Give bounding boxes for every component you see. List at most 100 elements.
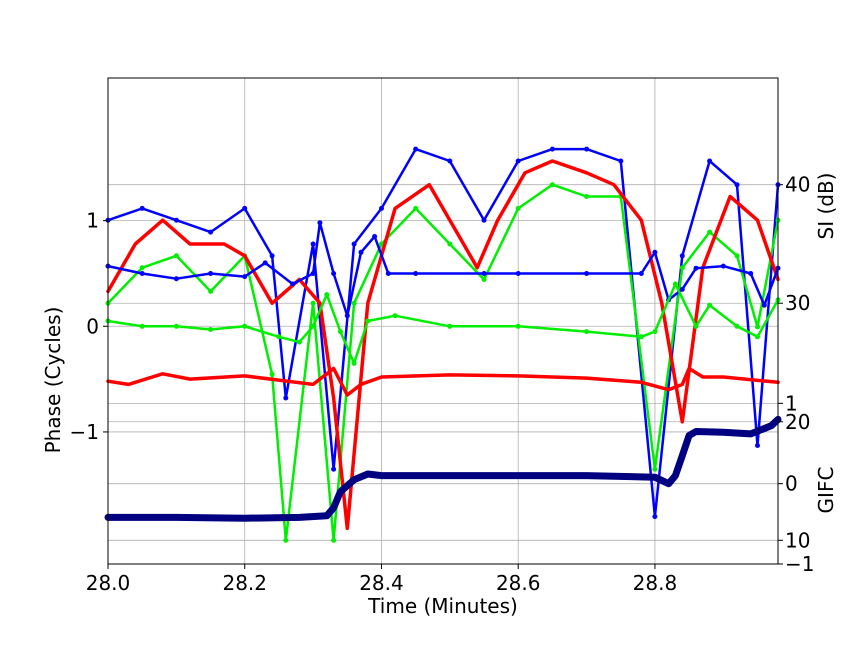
gifc-tick-label: 0 bbox=[785, 472, 798, 496]
data-point bbox=[173, 276, 179, 282]
si-tick-label: 10 bbox=[785, 528, 810, 552]
series-4-phase bbox=[105, 281, 781, 366]
data-point bbox=[344, 313, 350, 319]
data-point bbox=[358, 249, 364, 255]
si-axis-title: SI (dB) bbox=[814, 173, 838, 240]
series-layer bbox=[104, 146, 782, 543]
series-0-si bbox=[105, 146, 781, 520]
data-point bbox=[269, 253, 275, 259]
data-point bbox=[584, 271, 590, 276]
data-point bbox=[351, 241, 357, 247]
data-point bbox=[242, 323, 248, 329]
x-tick-label: 28.0 bbox=[86, 571, 131, 595]
phase-tick-label: 0 bbox=[86, 314, 99, 338]
data-point bbox=[652, 466, 658, 472]
data-point bbox=[447, 241, 453, 247]
data-point bbox=[584, 194, 590, 199]
data-point bbox=[638, 271, 644, 276]
data-point bbox=[317, 220, 323, 226]
data-point bbox=[242, 205, 248, 211]
data-point bbox=[693, 323, 699, 329]
data-point bbox=[734, 323, 740, 329]
data-point bbox=[173, 323, 179, 329]
phase-axis-title: Phase (Cycles) bbox=[41, 307, 65, 454]
data-point bbox=[652, 249, 658, 255]
data-point bbox=[761, 302, 767, 308]
data-point bbox=[549, 146, 555, 152]
x-tick-label: 28.8 bbox=[633, 571, 678, 595]
data-point bbox=[173, 253, 179, 259]
x-tick-label: 28.2 bbox=[222, 571, 267, 595]
gifc-axis-title: GIFC bbox=[814, 467, 838, 514]
data-point bbox=[481, 217, 487, 223]
data-point bbox=[413, 146, 419, 152]
data-point bbox=[283, 395, 289, 401]
data-point bbox=[413, 271, 419, 276]
series-line bbox=[104, 415, 782, 522]
data-point bbox=[139, 323, 145, 329]
data-point bbox=[310, 271, 316, 276]
data-point bbox=[392, 313, 398, 319]
data-point bbox=[324, 292, 330, 298]
data-point bbox=[208, 271, 214, 276]
data-point bbox=[351, 300, 357, 306]
data-point bbox=[208, 327, 214, 332]
data-point bbox=[755, 334, 760, 340]
series-5-phase bbox=[106, 366, 780, 397]
data-point bbox=[447, 323, 453, 329]
data-point bbox=[139, 265, 145, 271]
phase-tick-label: 1 bbox=[86, 209, 99, 233]
data-point bbox=[679, 286, 685, 292]
data-point bbox=[584, 146, 590, 152]
x-axis-title: Time (Minutes) bbox=[367, 594, 518, 618]
data-point bbox=[734, 253, 740, 259]
data-point bbox=[515, 271, 521, 276]
series-2-si bbox=[106, 159, 780, 531]
data-point bbox=[549, 182, 555, 188]
data-point bbox=[283, 537, 289, 543]
data-point bbox=[755, 443, 760, 448]
data-point bbox=[481, 271, 487, 276]
data-point bbox=[372, 234, 378, 239]
gifc-tick-label: 1 bbox=[785, 391, 798, 415]
plot-frame bbox=[107, 77, 779, 565]
series-1-si bbox=[105, 182, 781, 543]
data-point bbox=[139, 205, 145, 211]
data-point bbox=[208, 229, 214, 235]
data-point bbox=[413, 205, 419, 211]
series-line bbox=[106, 366, 780, 397]
series-line bbox=[106, 282, 780, 365]
data-point bbox=[385, 271, 391, 276]
data-point bbox=[481, 277, 487, 282]
data-point bbox=[584, 329, 590, 335]
data-point bbox=[638, 334, 644, 340]
data-point bbox=[337, 329, 343, 335]
series-line bbox=[106, 183, 780, 542]
data-point bbox=[310, 300, 316, 306]
series-3-phase bbox=[105, 220, 781, 319]
data-point bbox=[290, 281, 296, 287]
si-tick-label: 40 bbox=[785, 173, 810, 197]
data-point bbox=[276, 334, 282, 340]
data-point bbox=[262, 260, 268, 266]
data-point bbox=[515, 323, 521, 329]
data-point bbox=[707, 229, 713, 235]
phase-tick-label: −1 bbox=[70, 420, 99, 444]
data-point bbox=[379, 205, 384, 211]
data-point bbox=[331, 537, 337, 543]
data-point bbox=[310, 323, 316, 329]
x-tick-label: 28.4 bbox=[359, 571, 404, 595]
data-point bbox=[365, 318, 371, 324]
data-point bbox=[618, 158, 624, 164]
data-point bbox=[652, 329, 658, 335]
data-point bbox=[693, 265, 699, 271]
data-point bbox=[242, 274, 248, 280]
data-point bbox=[679, 265, 685, 271]
x-tick-label: 28.6 bbox=[496, 571, 541, 595]
data-point bbox=[734, 182, 740, 188]
series-6-gifc bbox=[104, 415, 782, 522]
si-tick-label: 30 bbox=[785, 291, 810, 315]
data-point bbox=[208, 288, 214, 294]
